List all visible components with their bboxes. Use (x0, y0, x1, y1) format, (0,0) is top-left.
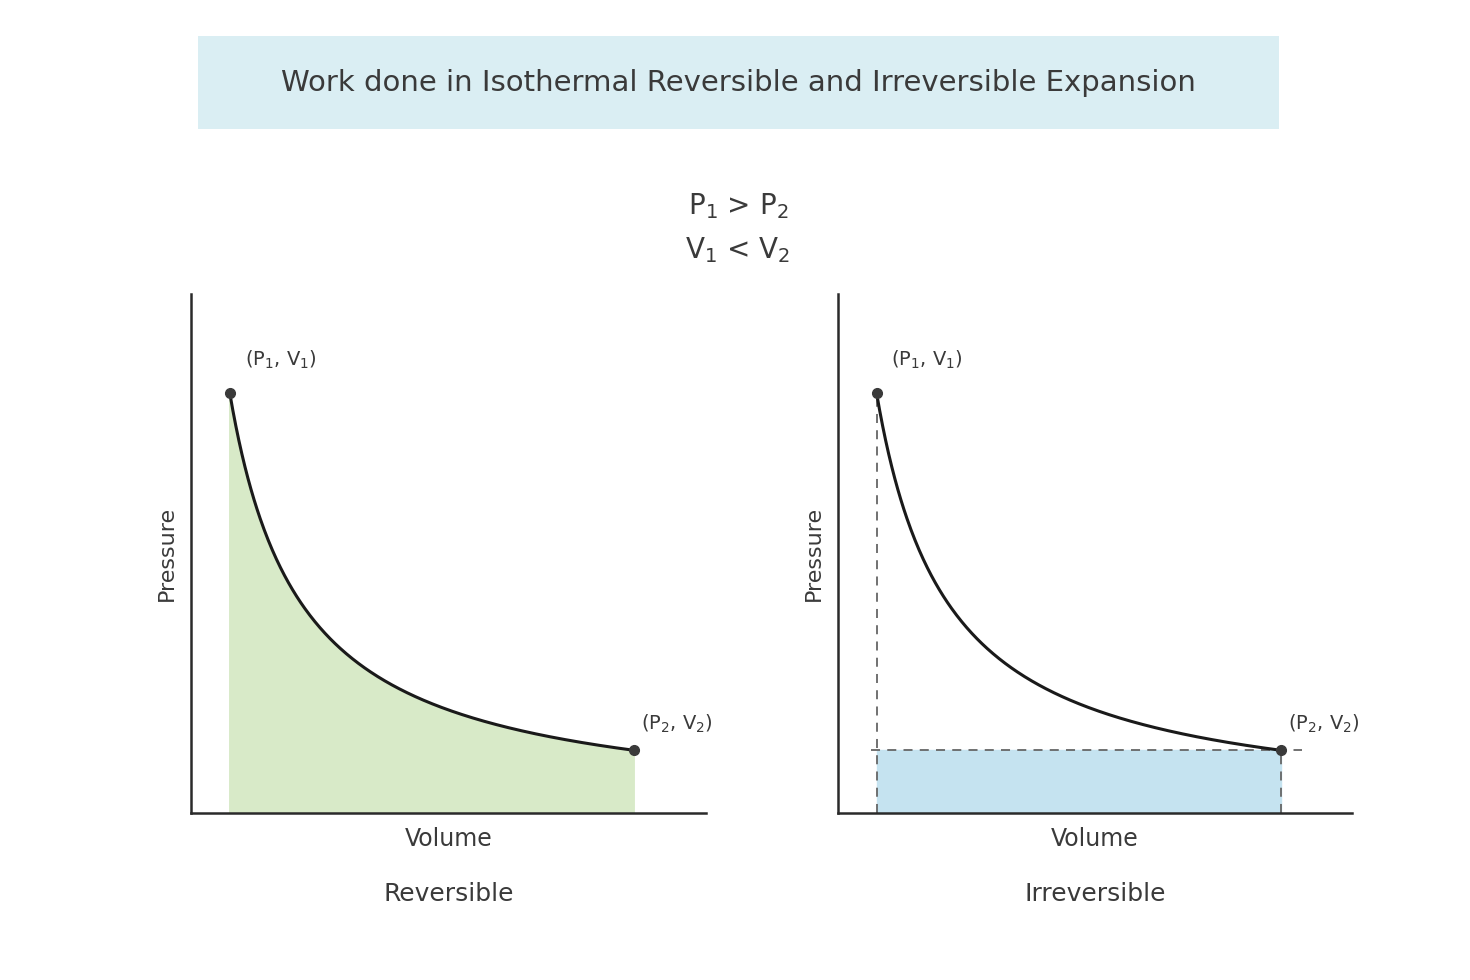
Text: (P$_1$, V$_1$): (P$_1$, V$_1$) (244, 348, 316, 370)
X-axis label: Volume: Volume (404, 827, 492, 852)
Text: $\mathregular{V_1}$ < $\mathregular{V_2}$: $\mathregular{V_1}$ < $\mathregular{V_2}… (685, 235, 791, 265)
Y-axis label: Pressure: Pressure (804, 506, 825, 602)
X-axis label: Volume: Volume (1051, 827, 1139, 852)
Text: (P$_2$, V$_2$): (P$_2$, V$_2$) (1288, 712, 1360, 735)
Y-axis label: Pressure: Pressure (157, 506, 178, 602)
Text: $\mathregular{P_1}$ > $\mathregular{P_2}$: $\mathregular{P_1}$ > $\mathregular{P_2}… (688, 191, 788, 220)
Text: (P$_2$, V$_2$): (P$_2$, V$_2$) (641, 712, 713, 735)
Text: Work done in Isothermal Reversible and Irreversible Expansion: Work done in Isothermal Reversible and I… (281, 69, 1195, 97)
Polygon shape (229, 393, 634, 813)
Text: (P$_1$, V$_1$): (P$_1$, V$_1$) (891, 348, 963, 370)
Text: Irreversible: Irreversible (1025, 882, 1166, 906)
Text: Reversible: Reversible (384, 882, 513, 906)
